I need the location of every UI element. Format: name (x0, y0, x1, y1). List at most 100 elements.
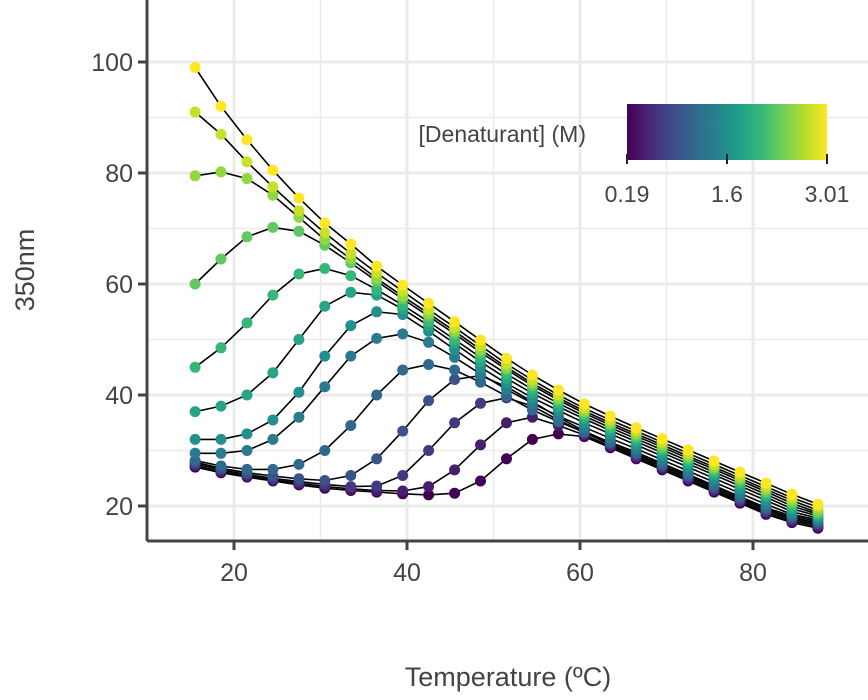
data-point (319, 227, 331, 239)
data-point (345, 248, 357, 259)
data-point (449, 316, 461, 328)
legend-title: [Denaturant] (M) (419, 121, 586, 147)
data-point (397, 485, 409, 497)
y-tick-label: 80 (105, 160, 133, 188)
data-point (345, 286, 357, 298)
data-point (241, 389, 253, 401)
data-point (345, 481, 357, 493)
data-point (241, 317, 253, 329)
y-axis-ticks: 20 40 60 80 100 (91, 49, 147, 521)
colorbar-tick-label: 3.01 (805, 181, 850, 207)
data-point (604, 410, 616, 422)
data-point (189, 361, 201, 373)
data-point (371, 389, 383, 401)
data-point (449, 417, 461, 429)
colorbar (627, 104, 827, 160)
data-point (293, 334, 305, 345)
data-point (189, 447, 201, 459)
data-point (189, 170, 201, 182)
data-point (319, 475, 331, 486)
data-point (215, 253, 227, 265)
data-point (319, 445, 331, 456)
data-point (397, 328, 409, 340)
data-point (760, 477, 772, 489)
data-point (449, 464, 461, 476)
data-point (345, 350, 357, 362)
data-point (189, 62, 201, 73)
data-point (423, 359, 435, 370)
series-points (189, 62, 824, 534)
data-point (656, 433, 668, 445)
data-point (371, 453, 383, 465)
data-point (241, 134, 253, 146)
data-point (578, 398, 590, 410)
data-point (708, 455, 720, 467)
data-point (215, 342, 227, 354)
data-point (293, 268, 305, 280)
data-point (319, 263, 331, 274)
data-point (630, 422, 642, 434)
data-point (526, 433, 538, 445)
data-point (552, 428, 564, 440)
data-point (371, 260, 383, 272)
data-point (267, 189, 279, 201)
data-point (241, 173, 253, 185)
data-point (501, 453, 512, 465)
legend-colorbar: [Denaturant] (M) 0.19 1.6 3.01 (419, 104, 850, 207)
data-point (189, 106, 201, 118)
data-point (319, 217, 331, 229)
data-point (241, 156, 253, 168)
data-point (501, 352, 512, 364)
data-point (293, 192, 305, 204)
data-point (371, 284, 383, 296)
data-point (267, 463, 279, 475)
data-point (267, 433, 279, 445)
data-point (682, 444, 694, 456)
data-point (319, 350, 331, 362)
data-point (267, 181, 279, 193)
data-point (449, 374, 461, 385)
data-point (501, 417, 512, 429)
data-point (786, 488, 798, 500)
x-tick-label: 40 (393, 559, 421, 587)
data-point (397, 279, 409, 291)
data-point (215, 166, 227, 178)
colorbar-tick-label: 0.19 (605, 181, 650, 207)
data-point (293, 411, 305, 423)
data-point (189, 278, 201, 290)
data-point (293, 225, 305, 237)
data-point (397, 425, 409, 437)
data-point (345, 470, 357, 481)
x-axis-ticks: 20 40 60 80 (220, 541, 767, 587)
data-point (215, 100, 227, 112)
data-point (812, 498, 824, 510)
data-point (475, 376, 486, 388)
data-point (397, 364, 409, 376)
x-tick-label: 60 (566, 559, 594, 587)
x-axis-title: Temperature (ºC) (405, 662, 611, 692)
data-point (475, 475, 486, 487)
colorbar-ticks: 0.19 1.6 3.01 (605, 154, 850, 207)
data-point (319, 381, 331, 393)
data-point (267, 221, 279, 233)
data-point (215, 400, 227, 412)
data-point (215, 433, 227, 445)
data-point (475, 439, 486, 451)
data-point (215, 460, 227, 472)
data-point (241, 231, 253, 243)
grid-lines (147, 0, 868, 541)
data-point (293, 458, 305, 470)
axes (145, 0, 868, 543)
y-tick-label: 20 (105, 493, 133, 521)
data-point (267, 367, 279, 379)
x-tick-label: 80 (739, 559, 767, 587)
data-point (215, 447, 227, 459)
data-point (189, 406, 201, 418)
data-point (475, 397, 486, 409)
y-tick-label: 100 (91, 49, 133, 77)
data-point (345, 420, 357, 431)
data-point (319, 300, 331, 312)
data-point (423, 481, 435, 493)
data-point (371, 332, 383, 344)
